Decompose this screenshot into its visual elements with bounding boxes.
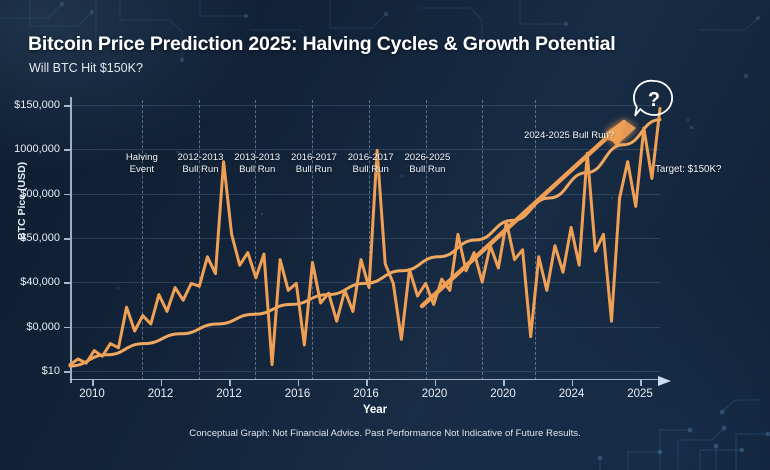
disclaimer-text: Conceptual Graph: Not Financial Advice. … <box>189 428 581 439</box>
halving-marker-line <box>535 100 537 380</box>
btc-price-line <box>68 106 662 367</box>
x-tick-label: 2012 <box>147 388 174 400</box>
x-tick-label: 2016 <box>353 388 379 400</box>
y-tick-label: 1000,000 <box>14 143 60 156</box>
x-tick-label: 2025 <box>627 388 653 400</box>
x-tick-mark <box>503 380 505 386</box>
x-tick-label: 2024 <box>558 388 585 400</box>
page-subtitle: Will BTC Hit $150K? <box>29 61 143 75</box>
gridline <box>70 149 660 151</box>
x-tick-mark <box>297 380 299 386</box>
y-tick-label: $50,000 <box>20 232 60 244</box>
y-axis-title: BTC Pice (USD) <box>16 161 28 240</box>
future-bull-run-label: 2024-2025 Bull Run? <box>524 130 615 141</box>
x-axis-title: Year <box>362 404 388 416</box>
chart-annotation: 2013-2013 Bull Run <box>234 152 281 175</box>
x-tick-label: 2010 <box>79 388 105 400</box>
y-tick-mark <box>64 326 70 329</box>
y-tick-label: $40,000 <box>20 276 60 289</box>
x-tick-mark <box>571 380 573 386</box>
y-tick-label: $10 <box>41 365 60 377</box>
chart-annotation: 2016-2017 Bull Run <box>290 152 337 175</box>
halving-marker-line <box>198 100 200 380</box>
halving-marker-line <box>368 100 370 380</box>
chart-annotation: 2012-2013 Bull Run <box>177 152 224 175</box>
page-title: Bitcoin Price Prediction 2025: Halving C… <box>28 33 616 55</box>
x-tick-mark <box>434 380 436 386</box>
chart-annotation: 2026-2025 Bull Run <box>404 152 451 175</box>
x-tick-label: 2012 <box>216 388 242 400</box>
halving-marker-line <box>425 100 427 380</box>
x-tick-label: 2016 <box>284 388 311 400</box>
question-bubble: ? <box>632 78 676 122</box>
question-mark-icon: ? <box>647 88 661 111</box>
gridline <box>70 193 660 195</box>
gridline <box>70 238 660 239</box>
y-tick-label: $0,000 <box>26 320 60 333</box>
x-tick-label: 2020 <box>490 388 516 400</box>
gridline <box>70 105 660 106</box>
chart-annotation: Halving Event <box>125 152 158 175</box>
gridline <box>70 326 660 328</box>
x-tick-label: 2020 <box>421 388 448 400</box>
target-price-label: Target: $150K? <box>655 164 722 175</box>
x-tick-mark <box>229 380 231 386</box>
chart-annotation: 2016-2017 Bull Run <box>347 152 394 175</box>
projection-arrow <box>419 119 636 309</box>
x-tick-mark <box>92 380 94 386</box>
y-tick-mark <box>64 149 70 151</box>
x-tick-mark <box>160 380 162 386</box>
halving-marker-line <box>312 100 314 380</box>
halving-marker-line <box>255 100 257 380</box>
y-tick-mark <box>64 238 70 240</box>
y-tick-mark <box>64 105 70 107</box>
halving-marker-line <box>141 100 143 380</box>
speech-bubble-icon <box>633 79 674 117</box>
chart-plot-area: $150,000 1000,000 $00,000 $50,000 $40,000 $0,… <box>14 97 665 400</box>
y-tick-mark <box>64 282 70 284</box>
growth-trend-line <box>68 118 662 368</box>
y-tick-label: $00,000 <box>20 187 60 200</box>
x-tick-mark <box>640 380 642 386</box>
price-series-svg <box>68 106 662 368</box>
gridline <box>70 371 660 372</box>
x-axis-arrowhead <box>658 376 671 386</box>
y-axis-line <box>70 97 72 383</box>
y-tick-mark <box>64 371 70 373</box>
y-tick-label: $150,000 <box>14 99 60 111</box>
x-axis-line <box>70 378 665 380</box>
y-tick-mark <box>64 193 70 196</box>
x-tick-mark <box>366 380 368 386</box>
